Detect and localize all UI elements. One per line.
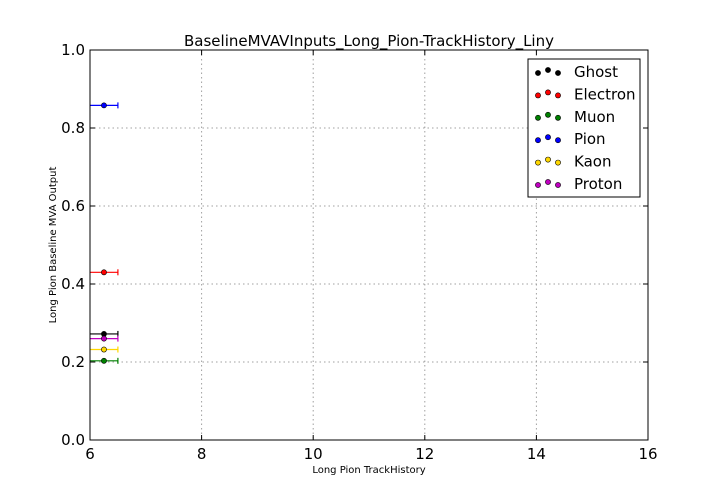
grid-layer — [90, 50, 648, 440]
ticks-layer: 6 8 10 12 14 16 0.0 0.2 0.4 0.6 0.8 1.0 — [61, 41, 657, 463]
legend-marker-kaon — [555, 159, 561, 166]
legend-marker-ghost — [535, 70, 541, 76]
x-axis-label: Long Pion TrackHistory — [312, 465, 425, 476]
legend-marker-muon — [535, 114, 541, 121]
legend: Ghost Electron Muon Pion Kaon Proton — [527, 58, 641, 198]
x-tick-label: 12 — [415, 445, 434, 463]
data-point-kaon — [101, 346, 107, 353]
data-point-electron — [101, 269, 107, 276]
data-point-pion — [101, 102, 107, 109]
y-tick-label: 0.0 — [61, 431, 85, 449]
x-tick-label: 10 — [304, 445, 323, 463]
y-tick-label: 0.4 — [61, 275, 85, 293]
chart-title: BaselineMVAVInputs_Long_Pion-TrackHistor… — [184, 32, 554, 51]
legend-marker-pion — [535, 137, 541, 144]
data-point-proton — [101, 335, 107, 342]
legend-label-kaon: Kaon — [574, 153, 611, 171]
x-tick-label: 8 — [197, 445, 207, 463]
y-tick-label: 0.2 — [61, 353, 85, 371]
legend-label-ghost: Ghost — [574, 63, 618, 81]
legend-label-electron: Electron — [574, 85, 636, 103]
y-tick-label: 1.0 — [61, 41, 85, 59]
y-axis-label: Long Pion Baseline MVA Output — [48, 167, 59, 324]
legend-marker-ghost — [555, 70, 561, 76]
legend-marker-kaon — [545, 156, 551, 163]
data-point-muon — [101, 357, 107, 364]
legend-marker-electron — [545, 89, 551, 96]
data-layer — [90, 102, 119, 364]
legend-box — [527, 58, 641, 198]
legend-marker-pion — [555, 137, 561, 144]
y-tick-label: 0.8 — [61, 119, 85, 137]
legend-marker-electron — [535, 92, 541, 99]
legend-marker-pion — [545, 134, 551, 141]
legend-marker-proton — [555, 182, 561, 188]
x-tick-label: 14 — [527, 445, 546, 463]
legend-marker-electron — [555, 92, 561, 99]
x-tick-label: 16 — [638, 445, 657, 463]
legend-label-proton: Proton — [574, 175, 622, 193]
legend-marker-muon — [555, 114, 561, 121]
x-tick-label: 6 — [85, 445, 95, 463]
legend-marker-proton — [545, 179, 551, 185]
legend-marker-proton — [535, 182, 541, 188]
legend-label-pion: Pion — [574, 130, 606, 148]
legend-label-muon: Muon — [574, 108, 615, 126]
plot-frame — [89, 49, 649, 441]
legend-marker-ghost — [545, 67, 551, 73]
y-tick-label: 0.6 — [61, 197, 85, 215]
legend-marker-kaon — [535, 159, 541, 166]
legend-marker-muon — [545, 111, 551, 118]
